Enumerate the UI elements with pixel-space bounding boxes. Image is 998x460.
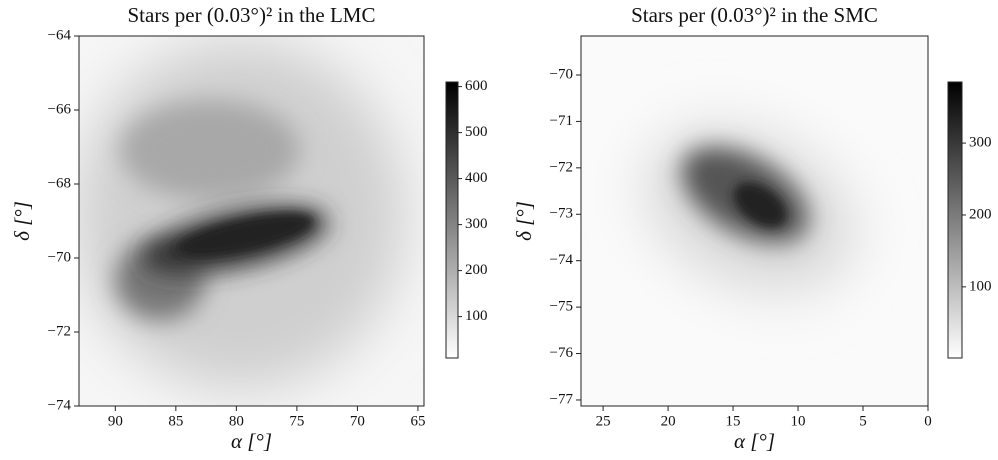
colorbar [445,81,459,359]
colorbar-tick-label: 300 [969,135,992,151]
y-tick-label: −73 [550,206,573,222]
chart-title: Stars per (0.03°)² in the SMC [631,3,878,27]
y-tick-label: −71 [550,113,573,129]
x-tick-label: 25 [596,413,611,429]
colorbar-tick-label: 500 [465,124,488,140]
x-tick-label: 0 [924,413,932,429]
x-tick-label: 10 [791,413,806,429]
x-tick-label: 15 [726,413,741,429]
y-tick-label: −77 [550,391,574,407]
y-tick-label: −64 [48,27,72,43]
y-tick-label: −66 [48,101,72,117]
y-tick-label: −68 [48,175,71,191]
x-tick-label: 20 [661,413,676,429]
colorbar-tick-label: 200 [465,262,488,278]
x-tick-label: 65 [410,413,425,429]
x-tick-label: 75 [289,413,304,429]
density-map [79,36,424,406]
colorbar-tick-label: 100 [465,308,488,324]
x-tick-label: 5 [859,413,867,429]
x-axis-label: α [°] [734,429,775,453]
colorbar [947,81,963,359]
colorbar-tick-label: 600 [465,78,488,94]
x-tick-label: 80 [229,413,244,429]
y-tick-label: −72 [48,323,71,339]
y-tick-label: −74 [48,397,72,413]
colorbar-tick-label: 400 [465,170,488,186]
colorbar-tick-label: 100 [969,278,992,294]
density-map [581,36,928,406]
axes-frame [78,35,425,407]
y-tick-label: −70 [48,249,71,265]
y-tick-label: −74 [550,252,574,268]
x-tick-label: 85 [168,413,183,429]
x-tick-label: 70 [350,413,365,429]
chart-title: Stars per (0.03°)² in the LMC [128,3,376,27]
colorbar-tick-label: 200 [969,206,992,222]
x-axis-label: α [°] [231,429,272,453]
x-tick-label: 90 [108,413,123,429]
axes-frame [580,35,929,407]
y-axis-label: δ [°] [10,201,34,241]
y-axis-label: δ [°] [512,201,536,241]
y-tick-label: −70 [550,66,573,82]
y-tick-label: −72 [550,159,573,175]
y-tick-label: −75 [550,299,573,315]
y-tick-label: −76 [550,345,574,361]
colorbar-tick-label: 300 [465,216,488,232]
